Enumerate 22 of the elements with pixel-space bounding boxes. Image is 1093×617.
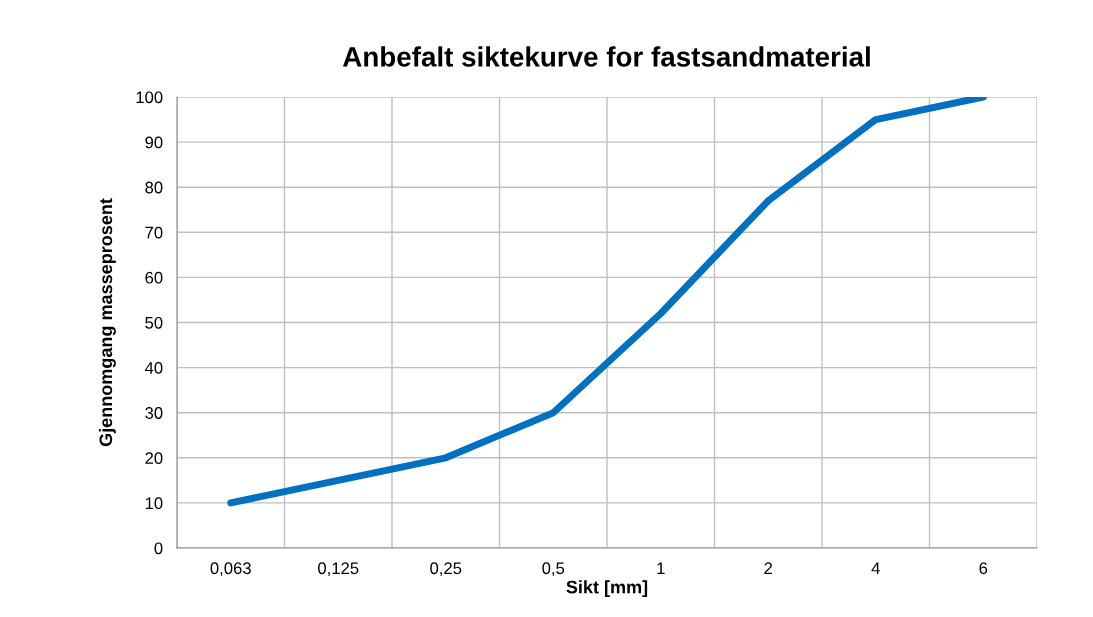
x-tick-label: 6 [979, 562, 988, 575]
y-tick-label: 60 [145, 271, 163, 284]
y-tick-label: 80 [145, 181, 163, 194]
x-tick-label: 0,125 [318, 562, 359, 577]
y-tick-label: 50 [145, 316, 163, 329]
x-tick-label: 0,5 [542, 562, 565, 577]
x-axis-title: Sikt [mm] [566, 580, 648, 598]
x-tick-label: 4 [871, 562, 880, 574]
y-tick-label: 30 [145, 407, 163, 419]
x-tick-label: 0,25 [430, 562, 462, 577]
x-tick-label: 2 [764, 562, 773, 574]
y-tick-label: 70 [145, 226, 163, 239]
x-tick-label: 1 [657, 562, 665, 574]
y-tick-label: 10 [145, 497, 163, 510]
chart-title: Anbefalt siktekurve for fastsandmaterial [342, 46, 870, 67]
y-tick-label: 20 [145, 452, 163, 464]
y-axis-title: Gjennomgang masseprosent [98, 198, 116, 447]
y-tick-label: 90 [145, 136, 163, 149]
x-tick-label: 0,063 [210, 562, 251, 577]
y-tick-label: 0 [154, 542, 163, 555]
y-tick-label: 100 [136, 91, 163, 104]
y-tick-label: 40 [144, 362, 163, 374]
